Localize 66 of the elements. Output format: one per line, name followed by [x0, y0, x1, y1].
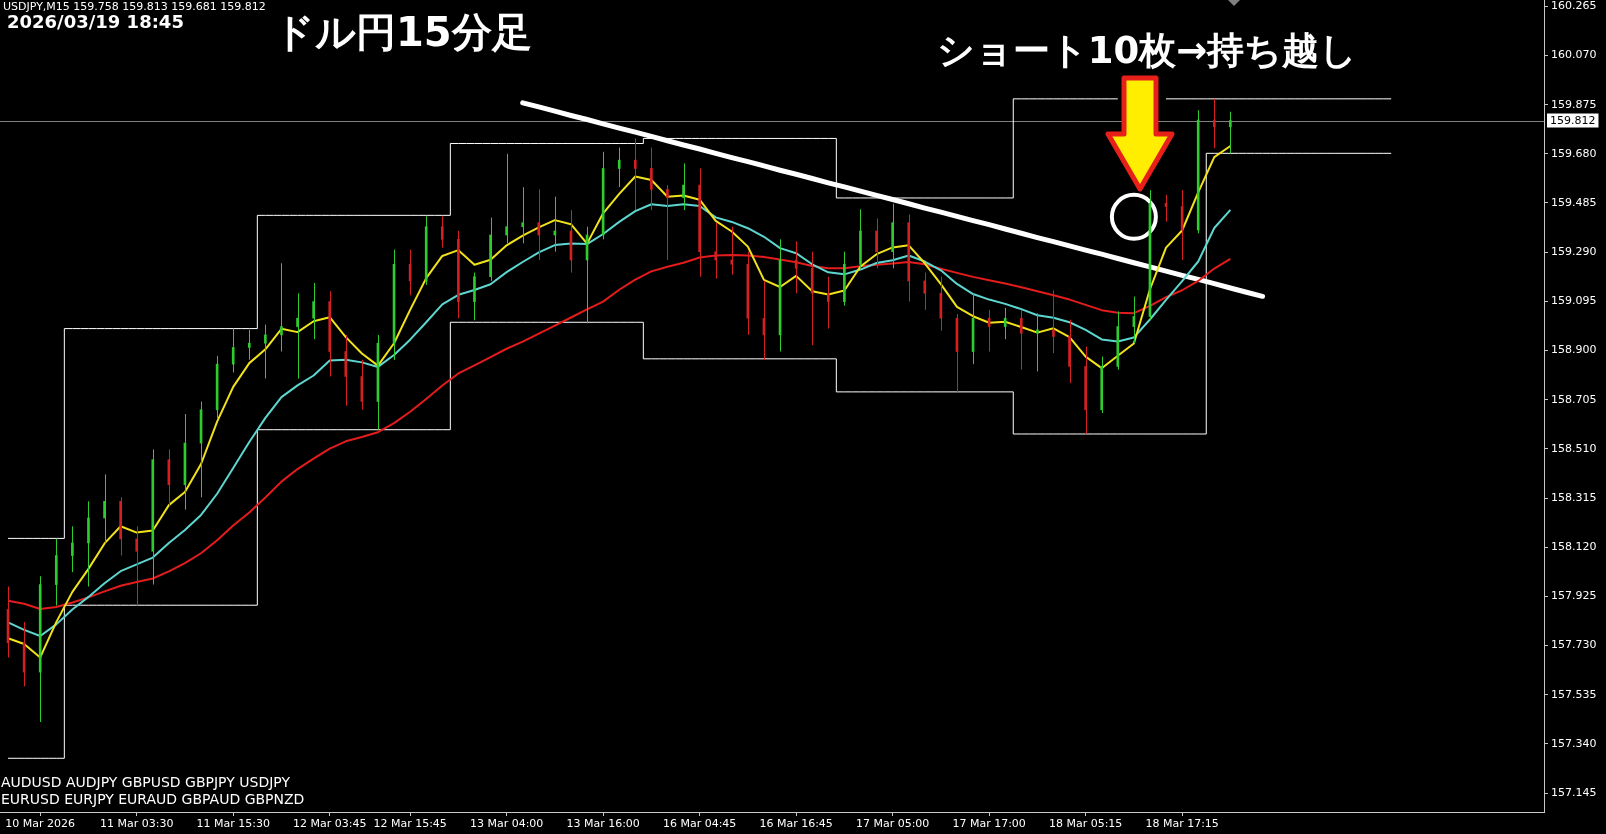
x-tick-label: 18 Mar 05:15	[1048, 817, 1123, 831]
annotation: AUDUSD AUDJPY GBPUSD GBPJPY USDJPY	[1, 774, 290, 791]
x-tick-label: 11 Mar 15:30	[196, 817, 270, 831]
chart-title: ドル円15分足	[274, 9, 532, 55]
y-tick-label: 159.875	[1551, 97, 1597, 111]
candlestick	[231, 328, 235, 373]
y-tick-label: 160.070	[1551, 48, 1597, 62]
y-tick-label: 157.145	[1551, 785, 1597, 799]
y-tick-label: 157.535	[1551, 687, 1597, 701]
candlestick	[826, 276, 830, 330]
candlestick	[1036, 312, 1039, 372]
candlestick	[1229, 111, 1232, 154]
candlestick	[440, 215, 444, 249]
candlestick	[505, 153, 508, 244]
candlestick	[247, 329, 251, 361]
candlestick	[1052, 290, 1055, 354]
candlestick	[666, 184, 669, 261]
candlestick	[633, 137, 637, 211]
x-tick-label: 16 Mar 04:45	[662, 817, 737, 831]
y-tick-label: 159.290	[1551, 245, 1597, 259]
ref-line-label: 159.812	[1550, 113, 1596, 127]
annotation: USDJPY,M15 159.758 159.813 159.681 159.812	[3, 0, 266, 13]
y-tick-label: 157.925	[1551, 589, 1597, 603]
candlestick	[521, 186, 525, 244]
x-tick-label: 13 Mar 16:00	[566, 817, 640, 831]
text: 2026/03/19 18:45	[7, 11, 184, 32]
annotation: ショート10枚→持ち越し	[936, 29, 1358, 72]
candlestick	[280, 262, 283, 353]
x-tick-label: 12 Mar 03:45	[292, 817, 367, 831]
y-tick-label: 159.485	[1551, 195, 1597, 209]
candlestick	[264, 324, 267, 380]
candlestick	[537, 188, 541, 261]
y-tick-label: 158.315	[1551, 490, 1597, 504]
candlestick	[312, 282, 315, 340]
x-tick-label: 10 Mar 2026	[5, 817, 76, 831]
annotation: EURUSD EURJPY EURAUD GBPAUD GBPNZD	[1, 791, 305, 808]
y-tick-label: 158.900	[1551, 343, 1597, 357]
candlestick	[617, 147, 621, 188]
candlestick	[296, 292, 299, 380]
y-tick-label: 159.095	[1551, 294, 1597, 308]
candlestick	[1019, 309, 1023, 371]
y-tick-label: 160.265	[1551, 0, 1597, 13]
candlestick	[1003, 307, 1007, 340]
candlestick	[103, 473, 106, 544]
candlestick	[650, 147, 653, 211]
x-tick-label: 17 Mar 05:00	[855, 817, 930, 831]
candlestick	[682, 162, 685, 211]
x-tick-label: 18 Mar 17:15	[1145, 817, 1219, 831]
y-tick-label: 159.680	[1551, 146, 1597, 160]
x-tick-label: 16 Mar 16:45	[759, 817, 833, 831]
x-tick-label: 12 Mar 15:45	[373, 817, 447, 831]
y-tick-label: 158.510	[1551, 441, 1597, 455]
candlestick	[730, 226, 734, 276]
y-tick-label: 157.730	[1551, 638, 1597, 652]
candlestick	[923, 272, 927, 311]
x-tick-label: 17 Mar 17:00	[952, 817, 1026, 831]
x-tick-label: 11 Mar 03:30	[99, 817, 174, 831]
y-tick-label: 157.340	[1551, 736, 1597, 750]
y-tick-label: 158.705	[1551, 392, 1597, 406]
candlestick	[135, 525, 139, 606]
candlestick	[714, 222, 718, 280]
candlestick	[1212, 98, 1216, 149]
candlestick	[71, 525, 74, 573]
x-tick-label: 13 Mar 04:00	[469, 817, 544, 831]
y-tick-label: 158.120	[1551, 540, 1597, 554]
candlestick	[875, 217, 878, 269]
